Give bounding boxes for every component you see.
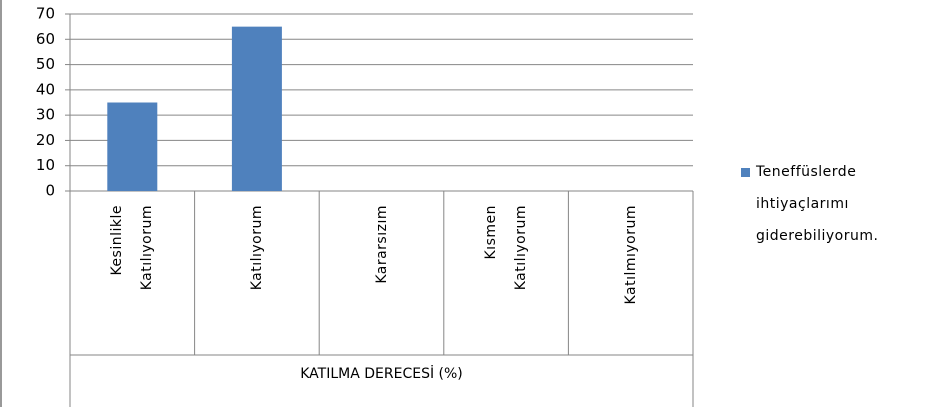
y-tick-label: 0: [45, 182, 55, 200]
y-tick-label: 10: [36, 156, 55, 174]
x-tick-label: Kısmen Katılıyorum: [483, 205, 530, 291]
x-tick-label: Kesinlikle Katılıyorum: [109, 205, 156, 291]
y-tick-label: 60: [36, 30, 55, 48]
y-tick-label: 20: [36, 131, 55, 149]
x-tick-label: Kararsızım: [373, 205, 390, 284]
x-tick-label: Katılmıyorum: [622, 205, 639, 305]
bar: [231, 26, 282, 192]
y-tick-label: 70: [36, 5, 55, 23]
y-tick-label: 30: [36, 106, 55, 124]
legend-swatch: [741, 168, 750, 177]
x-tick-label: Katılıyorum: [248, 205, 265, 291]
legend-label: Teneffüslerde ihtiyaçlarımı giderebiliyo…: [756, 164, 879, 244]
bar: [107, 102, 158, 191]
y-tick-label: 50: [36, 55, 55, 73]
x-axis-title: KATILMA DERECESİ (%): [300, 366, 463, 382]
y-tick-label: 40: [36, 80, 55, 98]
